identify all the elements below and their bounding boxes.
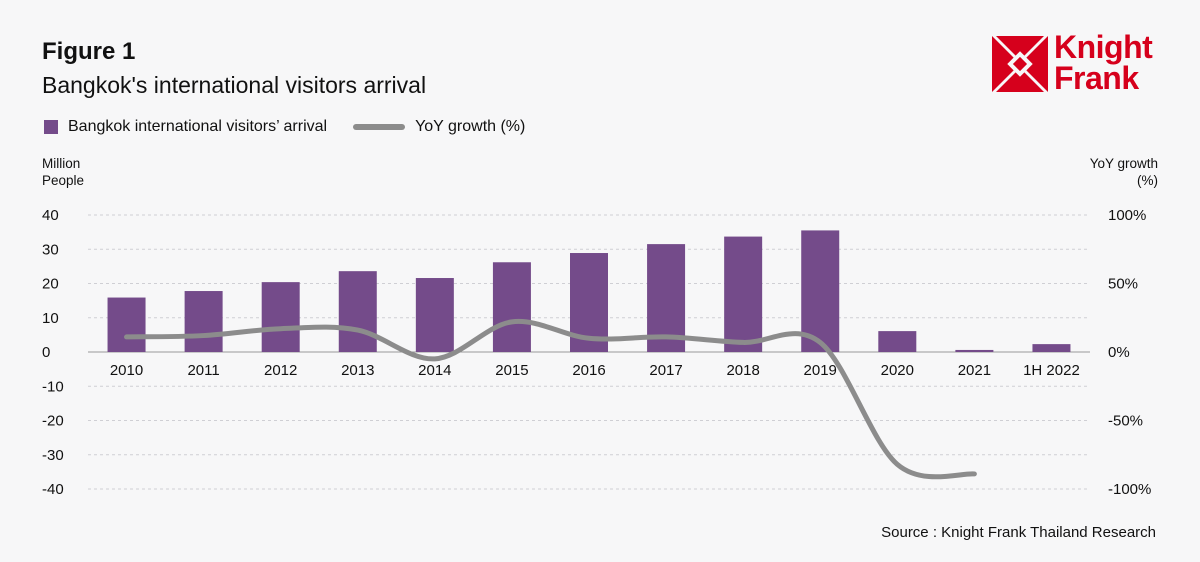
- x-axis-tick: 1H 2022: [1023, 362, 1080, 379]
- right-axis-tick: 0%: [1108, 344, 1130, 361]
- right-axis-label-line-2: (%): [1137, 173, 1158, 188]
- chart-legend: Bangkok international visitors’ arrival …: [44, 118, 525, 136]
- logo-mark-icon: [992, 36, 1048, 92]
- bar-1H-2022: [1032, 344, 1071, 352]
- bar-2019: [801, 230, 840, 352]
- x-axis-tick: 2016: [572, 362, 605, 379]
- yoy-point-2014: [432, 356, 437, 361]
- chart-title: Bangkok's international visitors arrival: [42, 72, 427, 98]
- left-axis-tick: 30: [42, 241, 59, 258]
- right-axis-tick: 50%: [1108, 276, 1138, 293]
- x-axis-tick: 2012: [264, 362, 297, 379]
- left-axis-tick: -30: [42, 447, 64, 464]
- right-axis-tick: 100%: [1108, 207, 1146, 224]
- bar-2014: [415, 278, 454, 352]
- yoy-point-2011: [201, 333, 206, 338]
- left-axis-label-line-1: Million: [42, 156, 81, 171]
- x-axis-tick: 2013: [341, 362, 374, 379]
- left-axis-tick: 0: [42, 344, 50, 361]
- legend-bar-swatch: [44, 120, 58, 134]
- legend-line-swatch: [353, 124, 406, 130]
- right-axis-tick: -100%: [1108, 481, 1151, 498]
- yoy-point-2010: [124, 334, 129, 339]
- yoy-point-2020: [895, 462, 900, 467]
- legend-line-label: YoY growth (%): [415, 118, 526, 135]
- x-axis-tick: 2014: [418, 362, 451, 379]
- logo-line-2: Frank: [1054, 60, 1139, 96]
- logo-wordmark: Knight Frank: [1054, 29, 1153, 96]
- bar-2012: [261, 282, 300, 352]
- left-axis-tick: -40: [42, 481, 64, 498]
- right-axis-label: YoY growth (%): [1090, 155, 1158, 189]
- figure-label: Figure 1: [42, 38, 136, 65]
- bar-2013: [338, 271, 377, 352]
- x-axis-tick: 2015: [495, 362, 528, 379]
- yoy-point-2018: [741, 340, 746, 345]
- x-axis-tick: 2019: [804, 362, 837, 379]
- knight-frank-logo: Knight Frank: [992, 31, 1162, 100]
- bar-2020: [878, 331, 917, 352]
- left-axis-tick: -10: [42, 378, 64, 395]
- x-axis-tick: 2018: [726, 362, 759, 379]
- right-axis-label-line-1: YoY growth: [1089, 156, 1158, 171]
- yoy-point-2019: [818, 340, 823, 345]
- left-axis-tick: 20: [42, 276, 59, 293]
- yoy-point-2015: [509, 319, 514, 324]
- yoy-point-2013: [355, 328, 360, 333]
- source-note: Source : Knight Frank Thailand Research: [881, 524, 1156, 541]
- left-axis-tick: 40: [42, 207, 59, 224]
- left-axis-tick: -20: [42, 413, 64, 430]
- yoy-growth-line: [124, 318, 977, 480]
- bar-2015: [492, 262, 531, 352]
- yoy-point-2017: [664, 334, 669, 339]
- bar-2011: [184, 291, 223, 352]
- logo-line-1: Knight: [1054, 29, 1153, 65]
- bar-2010: [107, 297, 146, 352]
- left-axis-label-line-2: People: [42, 173, 85, 188]
- x-axis-tick: 2021: [958, 362, 991, 379]
- bar-2021: [955, 349, 994, 352]
- x-axis-tick: 2011: [187, 362, 219, 379]
- yoy-point-2021: [972, 471, 977, 476]
- x-axis-tick: 2020: [881, 362, 914, 379]
- x-axis-tick: 2010: [110, 362, 143, 379]
- yoy-point-2016: [587, 336, 592, 341]
- yoy-point-2012: [278, 326, 283, 331]
- left-axis-tick: 10: [42, 310, 59, 327]
- right-axis-tick: -50%: [1108, 413, 1143, 430]
- legend-bar-label: Bangkok international visitors’ arrival: [68, 118, 328, 135]
- bar-2017: [647, 244, 686, 352]
- bar-2018: [724, 236, 763, 352]
- x-axis-tick: 2017: [649, 362, 682, 379]
- left-axis-label: Million People: [42, 155, 84, 189]
